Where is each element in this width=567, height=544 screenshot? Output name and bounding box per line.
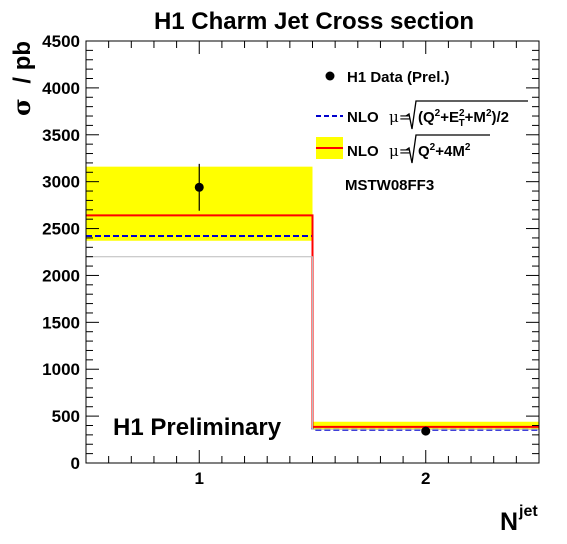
y-axis-label: σ / pb	[7, 41, 36, 116]
y-tick-label: 4000	[42, 79, 80, 98]
legend-nlo1-label: NLO μ= (Q2+E2 T+M2)/2	[347, 100, 528, 130]
y-tick-label: 3000	[42, 173, 80, 192]
svg-text:(Q2+E2T+M2)/2: (Q2+E2 T+M2)/2	[418, 108, 509, 129]
legend: H1 Data (Prel.) NLO μ= (Q2+E2 T+M2)/2 NLO…	[316, 69, 528, 194]
y-axis-symbol: σ	[7, 98, 36, 116]
y-tick-label: 4500	[42, 32, 80, 51]
svg-text:μ=: μ=	[389, 108, 411, 126]
svg-text:σ / pb: σ / pb	[7, 41, 36, 116]
data-point-2	[421, 426, 431, 436]
y-tick-label: 3500	[42, 126, 80, 145]
point-layer	[194, 163, 431, 436]
y-tick-label: 2500	[42, 220, 80, 239]
x-tick-label: 2	[421, 469, 430, 488]
y-tick-label: 2000	[42, 266, 80, 285]
svg-text:μ=: μ=	[389, 142, 411, 160]
legend-pdf-label: MSTW08FF3	[345, 177, 434, 194]
legend-data-marker	[325, 71, 335, 81]
y-tick-label: 0	[71, 454, 80, 473]
reference-line	[86, 256, 539, 430]
legend-nlo2-prefix: NLO	[347, 143, 379, 160]
line-layer	[86, 214, 539, 431]
legend-nlo1-prefix: NLO	[347, 109, 379, 126]
legend-nlo2-label: NLO μ= Q2+4M2	[347, 134, 490, 164]
preliminary-label: H1 Preliminary	[113, 414, 282, 441]
y-tick-label: 1000	[42, 360, 80, 379]
legend-data-label: H1 Data (Prel.)	[347, 69, 450, 86]
y-tick-label: 1500	[42, 313, 80, 332]
axis-layer: 0 500 1000 1500 2000 2500 3000 3500 4000 4500 1 2	[42, 32, 540, 488]
x-tick-label: 1	[195, 469, 204, 488]
x-axis-label-superscript: jet	[518, 503, 538, 520]
data-point-1	[194, 182, 204, 192]
chart-title: H1 Charm Jet Cross section	[154, 8, 474, 35]
y-axis-unit: / pb	[9, 41, 36, 84]
svg-text:Q2+4M2: Q2+4M2	[418, 142, 471, 160]
x-axis-label: N jet	[500, 503, 538, 536]
x-axis-label-main: N	[500, 508, 518, 536]
y-tick-label: 500	[52, 407, 80, 426]
uncertainty-band-bin-2	[312, 421, 539, 430]
